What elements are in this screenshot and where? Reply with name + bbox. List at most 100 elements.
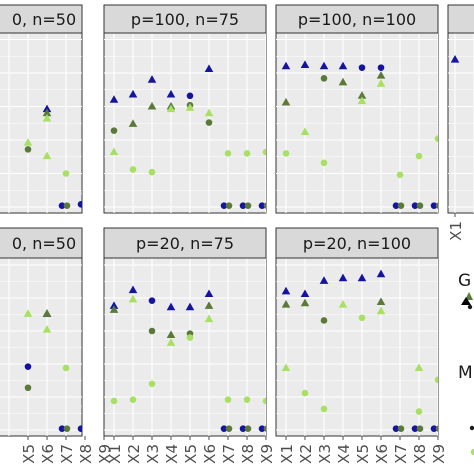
circle-point [186, 92, 194, 100]
circle-point [24, 146, 32, 153]
circle-point [320, 75, 328, 82]
circle-point [148, 297, 156, 304]
circle-point [220, 202, 228, 209]
x-tick-label: X4 [335, 444, 353, 464]
triangle-point [338, 300, 348, 308]
facet-panel-6: p=20, n=75 X1 X2 X3 X4 X5 X6 X7 X8 X9 [103, 227, 276, 464]
triangle-point [42, 104, 52, 113]
facet-panel-1: 0, n=50 [0, 4, 104, 214]
triangle-point [319, 61, 329, 70]
circle-point [320, 405, 328, 413]
gridlines [0, 33, 82, 213]
legend-circle-key [467, 304, 473, 310]
triangle-point [357, 96, 367, 105]
circle-point [224, 150, 232, 157]
circle-point [434, 376, 438, 384]
triangle-point [166, 330, 176, 338]
triangle-point [338, 61, 348, 70]
triangle-point [338, 77, 348, 86]
x-tick-label: X6 [201, 444, 219, 464]
circle-point [320, 159, 328, 167]
circle-point [77, 201, 82, 208]
circle-point [110, 127, 118, 134]
panel-background [0, 257, 83, 437]
x-tick-label: X5 [20, 444, 38, 464]
triangle-point [185, 302, 195, 311]
circle-point [81, 192, 82, 195]
circle-point [415, 152, 423, 160]
circle-point [397, 425, 405, 432]
circle-point [205, 119, 213, 126]
triangle-point [376, 297, 386, 305]
circle-point [239, 202, 247, 209]
triangle-point [109, 301, 119, 309]
facet-panel-7: p=20, n=100 X1 X2 X3 X4 X5 X6 X7 X8 X9 [275, 227, 448, 464]
triangle-point [376, 79, 386, 87]
x-tick-label: X7 [392, 444, 410, 464]
circle-point [225, 202, 233, 209]
circle-point [244, 202, 252, 209]
circle-point [224, 396, 232, 403]
facet-panel-4: X1X9 [447, 4, 474, 241]
circle-point [83, 202, 90, 209]
x-tick-label: X6 [39, 444, 57, 464]
circle-point [24, 363, 32, 370]
triangle-point [204, 301, 214, 309]
x-tick-label: X1 [447, 221, 465, 241]
circle-point [81, 404, 82, 408]
circle-point [415, 408, 423, 415]
circle-point [77, 425, 82, 432]
strip-label: 0, n=50 [12, 234, 76, 253]
triangle-point [185, 103, 195, 111]
x-tick-label: X9 [96, 444, 114, 464]
circle-point [263, 425, 266, 432]
circle-point [392, 425, 400, 432]
x-tick-label: X7 [58, 444, 76, 464]
triangle-point [450, 55, 460, 63]
circle-point [63, 425, 71, 432]
x-tick-label: X8 [239, 444, 257, 464]
triangle-point [166, 302, 176, 311]
circle-point [186, 334, 194, 341]
triangle-point [128, 119, 138, 127]
triangle-point [128, 285, 138, 294]
x-tick-label: X6 [373, 444, 391, 464]
triangle-point [376, 306, 386, 315]
strip-background [447, 4, 474, 34]
circle-point [148, 327, 156, 335]
legend: GM [458, 271, 474, 456]
triangle-point [109, 95, 119, 103]
x-tick-label: X9 [430, 444, 448, 464]
data-points [281, 60, 438, 209]
circle-point [110, 397, 118, 405]
triangle-point [204, 314, 214, 323]
triangle-point [357, 91, 367, 99]
strip-background [103, 227, 267, 259]
circle-point [97, 202, 104, 209]
circle-point [430, 425, 438, 432]
circle-point [58, 425, 66, 432]
gridlines [0, 258, 82, 436]
triangle-point [42, 309, 52, 317]
data-points [109, 64, 266, 209]
circle-point [258, 425, 266, 432]
circle-point [129, 166, 137, 173]
strip-label: p=100, n=75 [131, 10, 239, 29]
strip-label: p=20, n=75 [136, 234, 234, 253]
triangle-point [281, 61, 291, 70]
circle-point [258, 202, 266, 209]
triangle-point [166, 338, 176, 346]
triangle-point [204, 64, 214, 72]
triangle-point [357, 273, 367, 282]
legend-triangle-key [465, 292, 473, 300]
circle-point [225, 425, 233, 432]
strip-background [103, 4, 267, 34]
data-points [281, 269, 438, 432]
triangle-point [166, 104, 176, 113]
triangle-point [204, 108, 214, 117]
triangle-point [42, 151, 52, 160]
x-tick-label: X2 [297, 444, 315, 464]
triangle-point [147, 75, 157, 83]
gridlines [104, 33, 266, 213]
circle-point [62, 364, 70, 372]
